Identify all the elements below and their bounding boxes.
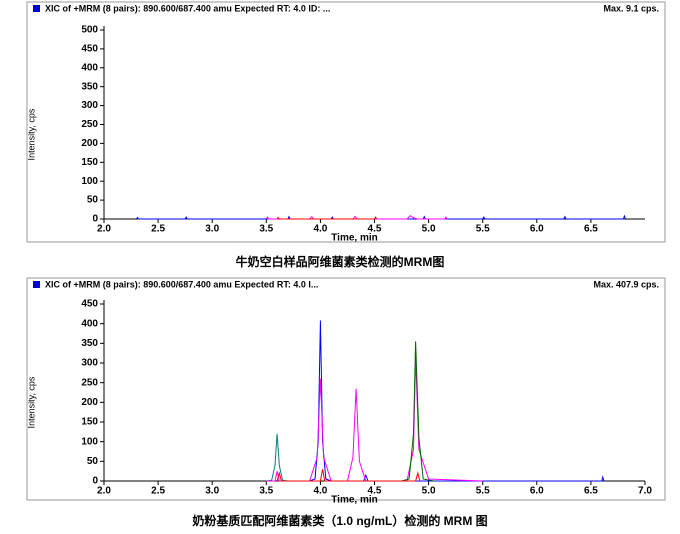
y-tick-label: 250 [81,119,98,130]
y-tick-label: 350 [81,338,98,349]
trace [401,341,435,482]
max-label: Max. 407.9 cps. [593,279,659,289]
trace [266,433,288,482]
caption: 奶粉基质匹配阿维菌素类（1.0 ng/mL）检测的 MRM 图 [192,513,487,528]
x-tick-label: 4.5 [368,224,382,235]
header-icon [33,5,40,12]
x-tick-label: 4.5 [368,486,382,497]
x-tick-label: 5.5 [476,224,490,235]
x-tick-label: 5.0 [422,486,436,497]
x-tick-label: 5.5 [476,486,490,497]
x-tick-label: 6.5 [584,486,598,497]
x-tick-label: 7.0 [638,486,652,497]
y-tick-label: 100 [81,176,98,187]
y-tick-label: 450 [81,299,98,310]
x-tick-label: 4.0 [313,486,327,497]
trace [266,357,483,482]
panel-frame [26,277,666,501]
trace [309,320,605,482]
y-tick-label: 0 [92,214,98,225]
y-tick-label: 50 [87,195,99,206]
x-tick-label: 4.0 [313,224,327,235]
y-tick-label: 150 [81,157,98,168]
y-tick-label: 450 [81,44,98,55]
header-text: XIC of +MRM (8 pairs): 890.600/687.400 a… [45,3,330,13]
y-axis-label: Intensity, cps [26,376,36,428]
max-label: Max. 9.1 cps. [603,3,659,13]
y-tick-label: 200 [81,397,98,408]
trace [265,214,448,220]
y-tick-label: 300 [81,358,98,369]
y-tick-label: 250 [81,377,98,388]
x-tick-label: 2.0 [97,486,111,497]
y-tick-label: 500 [81,25,98,36]
y-tick-label: 200 [81,138,98,149]
y-tick-label: 400 [81,62,98,73]
y-tick-label: 150 [81,417,98,428]
header-icon [33,281,40,288]
x-tick-label: 2.5 [151,224,165,235]
y-tick-label: 300 [81,100,98,111]
y-tick-label: 400 [81,318,98,329]
x-tick-label: 6.0 [530,486,544,497]
y-tick-label: 100 [81,436,98,447]
y-tick-label: 0 [92,476,98,487]
trace [276,469,421,482]
x-tick-label: 3.0 [205,224,219,235]
caption: 牛奶空白样品阿维菌素类检测的MRM图 [236,254,445,269]
x-tick-label: 3.5 [259,486,273,497]
x-axis-label: Time, min [331,233,378,244]
y-tick-label: 350 [81,81,98,92]
x-tick-label: 6.0 [530,224,544,235]
x-tick-label: 3.0 [205,486,219,497]
x-axis-label: Time, min [331,495,378,506]
x-tick-label: 2.5 [151,486,165,497]
panel-frame [26,1,666,243]
x-tick-label: 3.5 [259,224,273,235]
trace [276,216,378,220]
x-tick-label: 2.0 [97,224,111,235]
header-text: XIC of +MRM (8 pairs): 890.600/687.400 a… [45,279,318,289]
y-tick-label: 50 [87,456,99,467]
x-tick-label: 6.5 [584,224,598,235]
x-tick-label: 5.0 [422,224,436,235]
y-axis-label: Intensity, cps [26,108,36,160]
